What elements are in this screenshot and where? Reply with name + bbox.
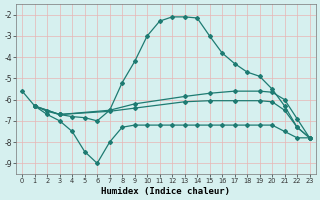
X-axis label: Humidex (Indice chaleur): Humidex (Indice chaleur) — [101, 187, 230, 196]
